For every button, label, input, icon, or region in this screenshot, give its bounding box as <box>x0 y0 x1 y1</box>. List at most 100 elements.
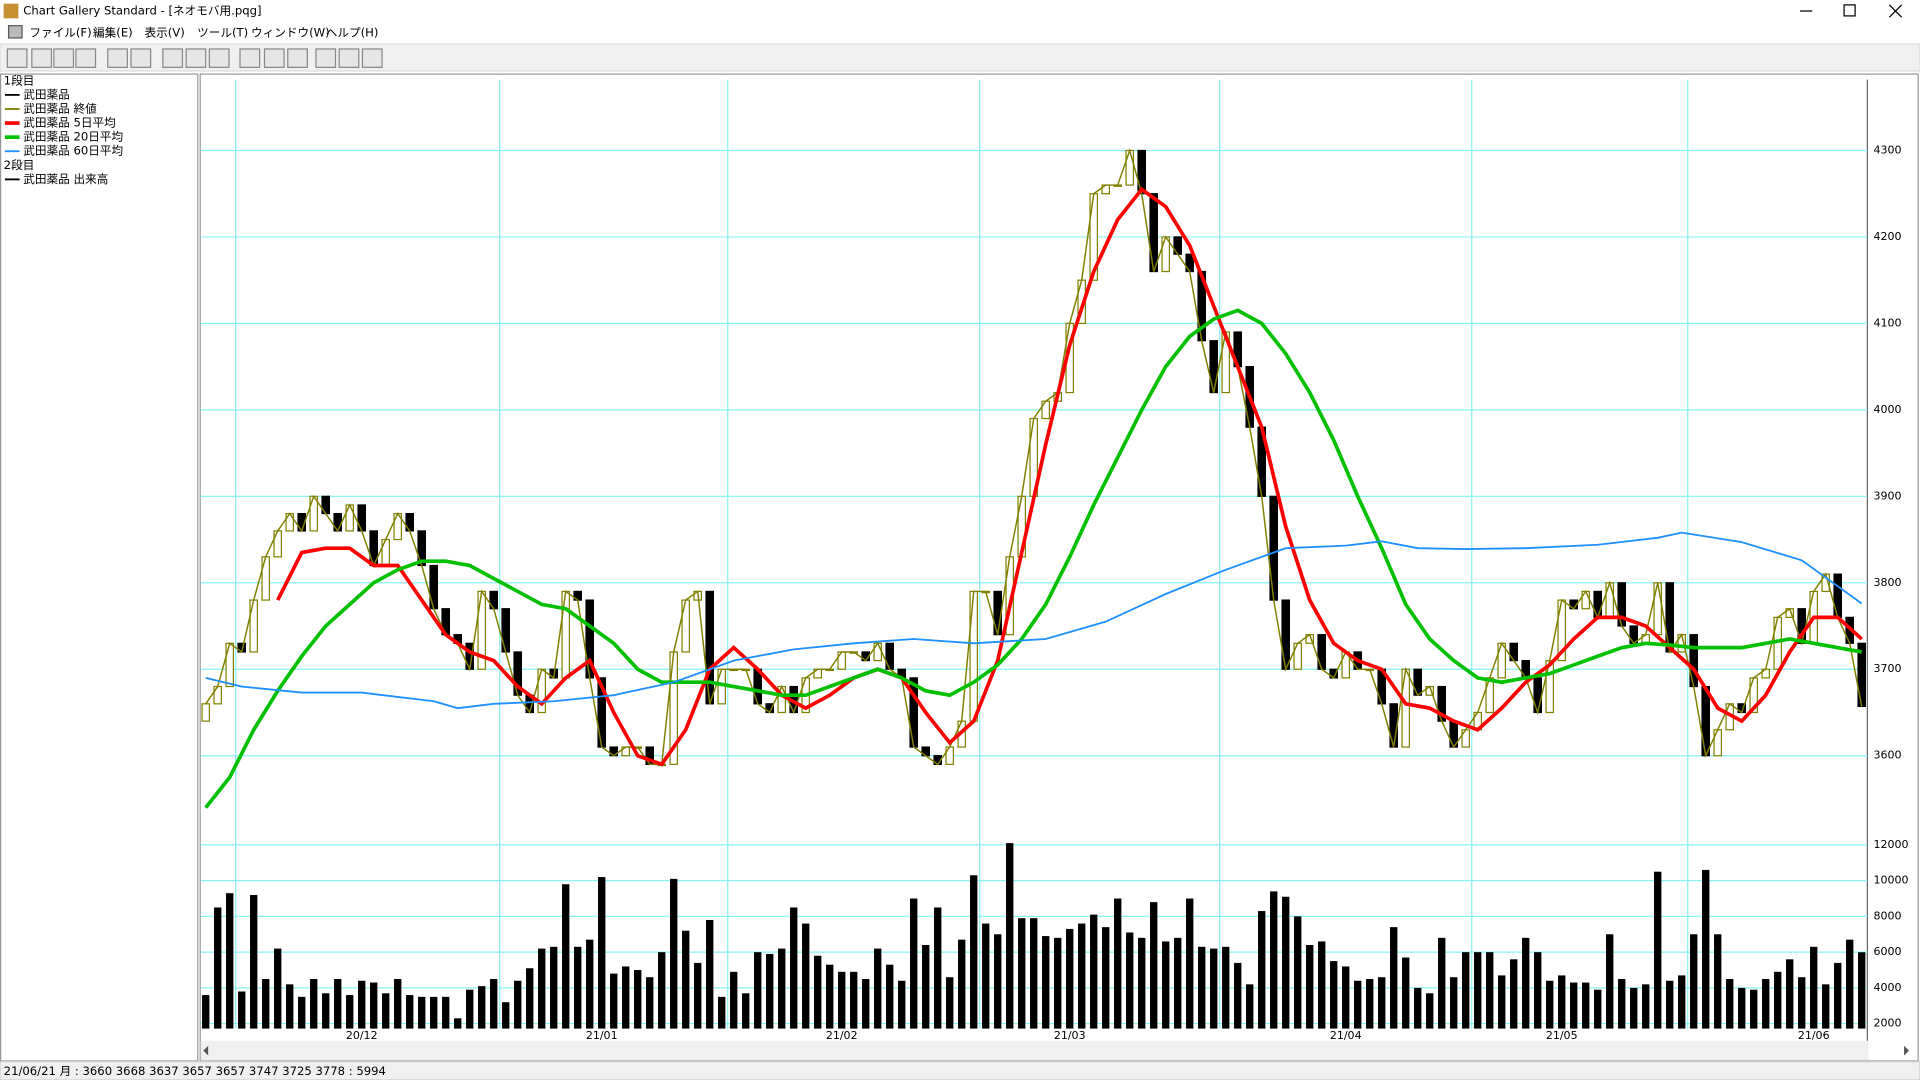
tool-button[interactable] <box>287 48 308 68</box>
legend-label: 武田薬品 20日平均 <box>23 130 123 144</box>
candle-body <box>1149 193 1159 273</box>
volume-bar <box>1666 980 1674 1029</box>
volume-bar <box>1018 918 1026 1029</box>
y2-tick-label: 6000 <box>1873 945 1901 958</box>
volume-bar <box>538 948 546 1029</box>
tool-button[interactable] <box>315 48 337 68</box>
volume-bar <box>598 877 606 1029</box>
volume-bar <box>1558 975 1566 1029</box>
app-icon <box>3 3 19 19</box>
volume-bar <box>622 966 630 1029</box>
volume-bar <box>1150 902 1158 1029</box>
volume-bar <box>490 978 498 1029</box>
volume-bar <box>322 993 330 1029</box>
volume-bar <box>1174 937 1182 1029</box>
volume-bar <box>238 991 246 1029</box>
volume-bar <box>526 968 534 1029</box>
volume-bar <box>1786 959 1794 1029</box>
volume-bar <box>1570 982 1578 1029</box>
volume-bar <box>274 948 282 1029</box>
candle-body <box>969 590 979 722</box>
tool-button[interactable] <box>263 48 285 68</box>
volume-bar <box>1846 939 1854 1029</box>
line-series <box>205 148 1863 766</box>
menu-item[interactable]: ヘルプ(H) <box>326 26 379 40</box>
volume-bar <box>850 971 858 1029</box>
candle-body <box>1689 634 1698 688</box>
volume-bar <box>802 923 810 1029</box>
volume-bar <box>694 962 702 1029</box>
volume-bar <box>1162 941 1170 1029</box>
volume-bar <box>1594 989 1602 1029</box>
volume-bar <box>706 919 714 1029</box>
y2-tick-label: 8000 <box>1873 909 1901 922</box>
tool-button[interactable] <box>6 48 28 68</box>
window-controls[interactable] <box>1800 4 1903 18</box>
tool-button[interactable] <box>361 48 383 68</box>
tool-button[interactable] <box>162 48 184 68</box>
scrollbar[interactable] <box>200 1040 1869 1061</box>
menu-item[interactable]: 編集(E) <box>93 26 133 40</box>
menu-item[interactable]: ファイル(F) <box>29 26 91 40</box>
volume-bar <box>1426 993 1434 1029</box>
tool-button[interactable] <box>75 48 97 68</box>
tool-button[interactable] <box>208 48 230 68</box>
y-tick-label: 3600 <box>1873 749 1901 762</box>
menu-item[interactable]: 表示(V) <box>144 26 184 40</box>
tool-button[interactable] <box>107 48 128 68</box>
y-tick-label: 3800 <box>1873 576 1901 589</box>
volume-bar <box>718 996 726 1029</box>
menu-item[interactable]: ウィンドウ(W) <box>251 26 330 40</box>
candle-body <box>1833 573 1843 618</box>
doc-icon <box>7 25 23 39</box>
volume-bar <box>1006 843 1014 1029</box>
volume-bar <box>790 907 798 1029</box>
legend-label: 武田薬品 終値 <box>23 101 97 115</box>
volume-bar <box>250 894 258 1029</box>
volume-bar <box>202 995 210 1029</box>
restore[interactable] <box>1843 4 1856 17</box>
tool-button[interactable] <box>53 48 75 68</box>
tool-button[interactable] <box>31 48 53 68</box>
close[interactable] <box>1888 4 1903 18</box>
tool-button[interactable] <box>239 48 261 68</box>
tool-button[interactable] <box>338 48 360 68</box>
volume-bar <box>1414 987 1422 1029</box>
tool-button[interactable] <box>185 48 207 68</box>
volume-bar <box>1126 932 1134 1029</box>
candle-body <box>1653 582 1663 636</box>
volume-bar <box>1390 927 1398 1029</box>
volume-bar <box>1042 936 1050 1029</box>
volume-bar <box>1198 946 1206 1029</box>
volume-bar <box>430 996 438 1029</box>
volume-bar <box>754 952 762 1029</box>
candle-body <box>261 556 270 601</box>
volume-bar <box>1246 984 1254 1029</box>
volume-bar <box>826 964 834 1029</box>
y2-tick-label: 10000 <box>1873 874 1908 887</box>
volume-bar <box>1294 916 1302 1029</box>
volume-bar <box>1774 971 1782 1029</box>
x-tick-label: 21/04 <box>1330 1029 1362 1042</box>
volume-bar <box>1090 914 1098 1029</box>
volume-bar <box>1546 980 1554 1029</box>
volume-bar <box>442 996 450 1029</box>
x-tick-label: 21/06 <box>1798 1029 1830 1042</box>
volume-bar <box>1534 952 1542 1029</box>
volume-bar <box>910 898 918 1029</box>
menu-item[interactable]: ツール(T) <box>197 26 248 40</box>
volume-bar <box>562 884 570 1029</box>
volume-bar <box>1054 937 1062 1029</box>
tool-button[interactable] <box>130 48 152 68</box>
x-tick-label: 21/01 <box>586 1029 618 1042</box>
volume-bar <box>874 948 882 1029</box>
candle-body <box>1209 340 1219 394</box>
y-tick-label: 3900 <box>1873 489 1901 502</box>
volume-bar <box>1798 977 1806 1029</box>
volume-bar <box>1438 937 1446 1029</box>
volume-bar <box>1366 978 1374 1029</box>
volume-bar <box>934 907 942 1029</box>
x-tick-label: 21/02 <box>826 1029 858 1042</box>
volume-bar <box>1402 957 1410 1029</box>
volume-bar <box>1138 937 1146 1029</box>
